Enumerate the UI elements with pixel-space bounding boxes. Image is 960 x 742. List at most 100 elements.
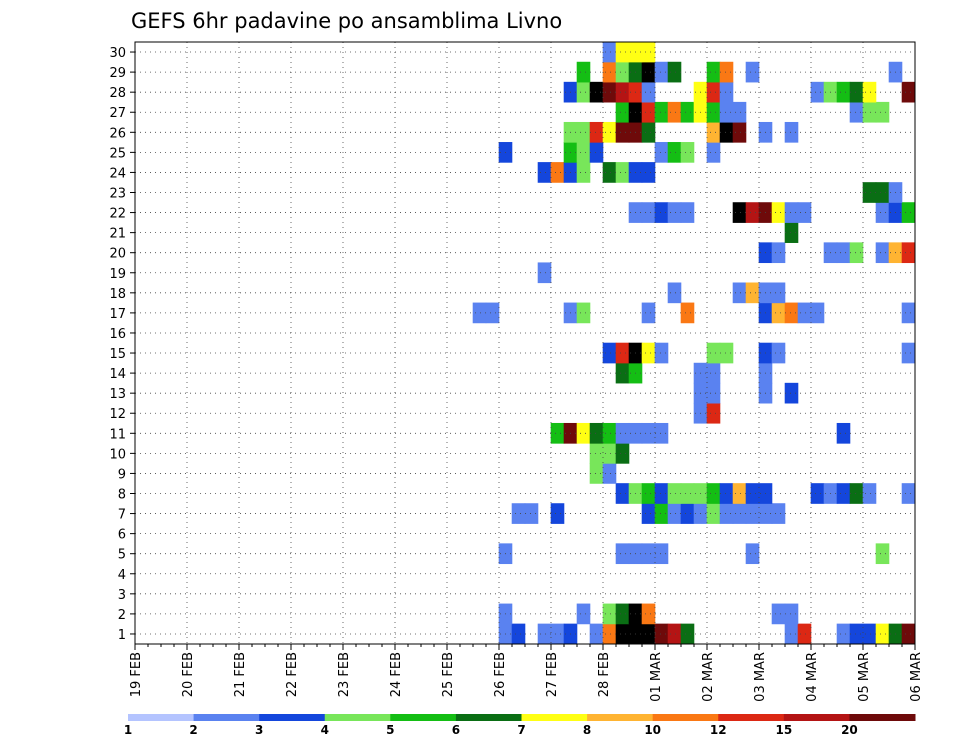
y-tick-label: 14	[109, 367, 126, 382]
legend-swatch	[259, 714, 326, 721]
y-tick-label: 24	[109, 166, 126, 181]
y-tick-label: 9	[118, 467, 126, 482]
heatmap-cell	[641, 81, 656, 103]
legend-label: 15	[775, 723, 792, 737]
x-axis: 19 FEB 20 FEB 21 FEB 22 FEB 23 FEB 24 FEB 25 F…	[129, 644, 924, 702]
heatmap-cell	[680, 623, 695, 645]
x-tick-label: 23 FEB	[337, 652, 352, 697]
heatmap-cell	[745, 61, 760, 83]
y-axis: 1234567891011121314151617181920212223242…	[109, 46, 135, 643]
y-tick-label: 7	[118, 508, 126, 523]
heatmap-cell	[901, 81, 916, 103]
heatmap-cell	[615, 603, 630, 625]
heatmap-cell	[602, 342, 617, 364]
heatmap-cell	[706, 503, 721, 524]
y-tick-label: 22	[109, 207, 126, 222]
heatmap-cell	[615, 162, 630, 183]
legend-swatch	[652, 714, 719, 721]
heatmap-cell	[641, 483, 656, 504]
y-tick-label: 8	[118, 488, 126, 503]
heatmap-cell	[732, 503, 747, 524]
heatmap-cell	[810, 81, 825, 103]
heatmap-cell	[667, 142, 682, 163]
legend-label: 6	[452, 723, 460, 737]
heatmap-cell	[576, 302, 591, 324]
heatmap-cell	[524, 503, 539, 524]
heatmap-cell	[732, 483, 747, 504]
heatmap-cell	[511, 503, 526, 524]
heatmap-cell	[784, 202, 799, 223]
heatmap-cell	[615, 121, 630, 143]
heatmap-cell	[771, 202, 786, 223]
x-tick-label: 19 FEB	[129, 652, 144, 697]
heatmap-cell	[667, 202, 682, 223]
heatmap-cell	[719, 342, 734, 364]
heatmap-cell	[797, 623, 812, 645]
heatmap-cell	[576, 81, 591, 103]
heatmap-cell	[901, 342, 916, 364]
y-tick-label: 26	[109, 126, 126, 141]
heatmap-cell	[706, 402, 721, 424]
heatmap-cell	[589, 443, 604, 464]
heatmap-cell	[615, 81, 630, 103]
legend-label: 1	[124, 723, 132, 737]
heatmap-cell	[667, 483, 682, 504]
heatmap-cell	[667, 61, 682, 83]
heatmap-cell	[641, 342, 656, 364]
heatmap-cell	[810, 302, 825, 324]
heatmap-cell	[654, 202, 669, 223]
heatmap-cell	[576, 162, 591, 183]
heatmap-cell	[654, 61, 669, 83]
heatmap-cell	[771, 302, 786, 324]
heatmap-cell	[641, 543, 656, 565]
heatmap-cell	[654, 142, 669, 163]
heatmap-cell	[615, 543, 630, 565]
heatmap-cell	[706, 342, 721, 364]
heatmap-cell	[901, 242, 916, 264]
heatmap-cell	[732, 282, 747, 304]
heatmap-cell	[602, 443, 617, 464]
y-tick-label: 15	[109, 347, 126, 362]
x-tick-label: 28 FEB	[597, 652, 612, 697]
y-tick-label: 25	[109, 146, 126, 161]
heatmap-cell	[784, 302, 799, 324]
heatmap-cell	[615, 41, 630, 63]
heatmap-cell	[862, 623, 877, 645]
heatmap-cell	[732, 121, 747, 143]
heatmap-cell	[810, 483, 825, 504]
y-tick-label: 16	[109, 327, 126, 342]
legend-label: 20	[841, 723, 858, 737]
heatmap-cell	[706, 81, 721, 103]
x-tick-label: 04 MAR	[805, 652, 820, 702]
chart-title: GEFS 6hr padavine po ansamblima Livno	[131, 9, 562, 33]
heatmap-cell	[602, 422, 617, 444]
y-tick-label: 3	[118, 588, 126, 603]
x-tick-label: 25 FEB	[441, 652, 456, 697]
heatmap-cell	[706, 101, 721, 123]
heatmap-cell	[667, 623, 682, 645]
heatmap-cell	[706, 483, 721, 504]
heatmap-cell	[745, 202, 760, 223]
heatmap-cell	[901, 302, 916, 324]
heatmap-cell	[602, 162, 617, 183]
heatmap-cell	[537, 262, 552, 284]
heatmap-cell	[784, 382, 799, 404]
heatmap-cell	[771, 342, 786, 364]
heatmap-cell	[602, 603, 617, 625]
heatmap-cell	[836, 422, 851, 444]
x-tick-label: 02 MAR	[701, 652, 716, 702]
heatmap-cell	[589, 81, 604, 103]
heatmap-cell	[797, 302, 812, 324]
legend-swatch	[455, 714, 522, 721]
legend-swatch	[521, 714, 588, 721]
heatmap-cell	[641, 603, 656, 625]
x-tick-label: 27 FEB	[545, 652, 560, 697]
heatmap-cell	[602, 121, 617, 143]
heatmap-cell	[719, 483, 734, 504]
heatmap-cell	[576, 603, 591, 625]
y-tick-label: 10	[109, 447, 126, 462]
heatmap-cell	[706, 121, 721, 143]
heatmap-cell	[745, 543, 760, 565]
heatmap-cell	[589, 121, 604, 143]
